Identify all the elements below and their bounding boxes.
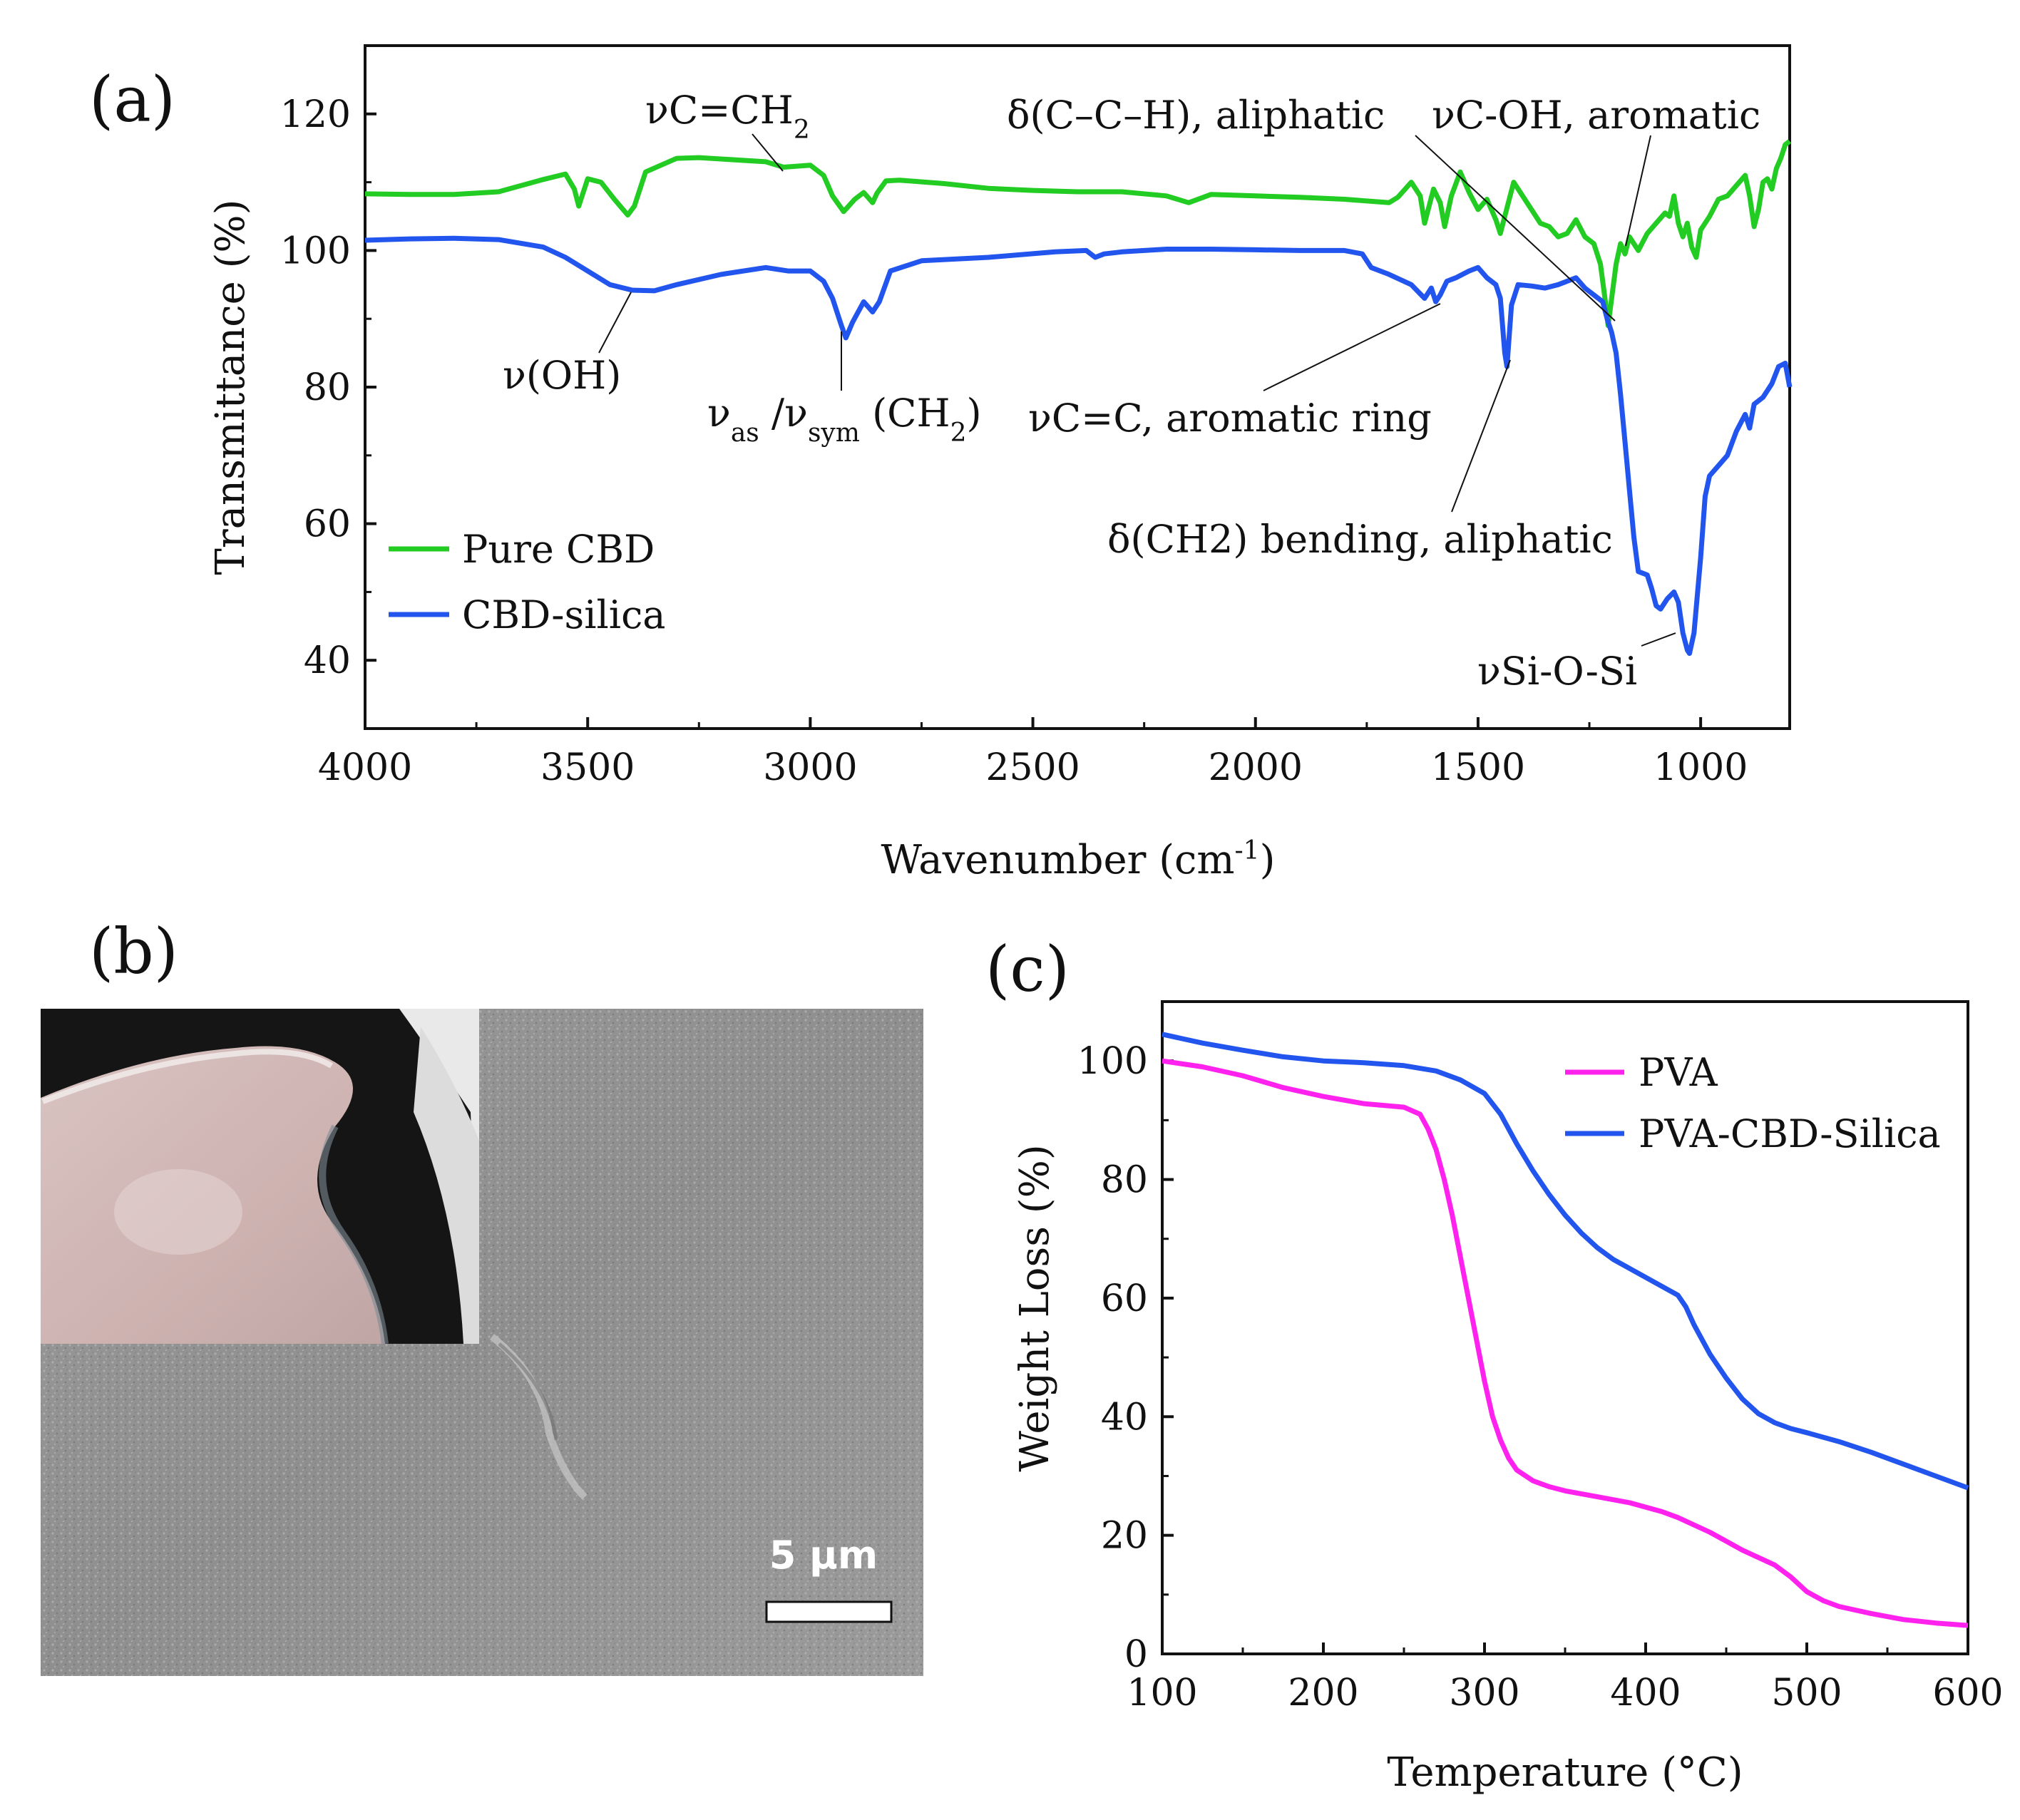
panel-a-ytick-label: 120 bbox=[280, 93, 351, 136]
panel-c-series-pva-cbd-silica bbox=[1162, 1032, 1969, 1491]
panel-a-xtick-label: 1000 bbox=[1654, 746, 1748, 789]
panel-c-ticks: 100 200 300 400 500 600 0 20 40 60 80 100 bbox=[1077, 1040, 2004, 1714]
panel-c-frame bbox=[1161, 1000, 1969, 1655]
leader-vsi-o-si bbox=[1641, 632, 1676, 647]
annotation-vas-vsym: νas /νsym (CH2) bbox=[707, 391, 982, 448]
panel-c-series-pva bbox=[1162, 1058, 1969, 1628]
annotation-dch2-bending: δ(CH2) bending, aliphatic bbox=[1107, 517, 1613, 562]
panel-c-ytick-label: 100 bbox=[1077, 1040, 1148, 1083]
leader-vcc-aromatic bbox=[1263, 303, 1441, 391]
panel-a-ylabel: Transmittance (%) bbox=[207, 200, 254, 575]
panel-c-ytick-label: 0 bbox=[1124, 1633, 1148, 1676]
panel-a-xtick-label: 4000 bbox=[318, 746, 412, 789]
leader-vc-oh bbox=[1625, 135, 1651, 247]
panel-b-label: (b) bbox=[89, 915, 178, 988]
panel-a-ytick-label: 80 bbox=[304, 366, 351, 409]
annotation-voh: ν(OH) bbox=[503, 353, 621, 398]
panel-a-xlabel: Wavenumber (cm-1) bbox=[881, 836, 1276, 884]
panel-a-label: (a) bbox=[89, 63, 175, 136]
annotation-vc-ch2: νC=CH2 bbox=[645, 88, 810, 145]
panel-b: (b) 5 μm bbox=[41, 915, 923, 1676]
panel-c-xlabel: Temperature (°C) bbox=[1387, 1749, 1743, 1796]
panel-c: (c) 100 200 300 400 500 600 0 20 40 60 80 100 Tempe… bbox=[985, 932, 2004, 1796]
panel-c-ylabel: Weight Loss (%) bbox=[1012, 1144, 1058, 1471]
leader-dcch bbox=[1415, 135, 1616, 322]
annotation-vcc-aromatic: νC=C, aromatic ring bbox=[1028, 396, 1432, 441]
panel-c-xtick-label: 300 bbox=[1449, 1672, 1519, 1714]
panel-a-xtick-label: 3500 bbox=[540, 746, 635, 789]
panel-a-xtick-label: 1500 bbox=[1431, 746, 1525, 789]
panel-a: (a) 4000 3500 3000 2500 2000 1500 1000 40 60 80 10… bbox=[89, 44, 1793, 884]
panel-a-xtick-label: 2000 bbox=[1209, 746, 1303, 789]
legend-label-cbd-silica: CBD-silica bbox=[462, 592, 666, 637]
panel-c-label: (c) bbox=[985, 932, 1070, 1006]
panel-a-series-cbd-silica bbox=[364, 235, 1793, 657]
leader-vc-ch2 bbox=[752, 133, 784, 172]
scale-bar-label: 5 μm bbox=[769, 1533, 878, 1578]
panel-a-xtick-label: 3000 bbox=[763, 746, 857, 789]
panel-a-ytick-label: 100 bbox=[280, 230, 351, 272]
panel-c-xtick-label: 400 bbox=[1610, 1672, 1681, 1714]
panel-a-xtick-label: 2500 bbox=[985, 746, 1080, 789]
panel-a-annotations: νC=CH2 δ(C–C–H), aliphatic νC-OH, aromat… bbox=[503, 88, 1760, 694]
panel-c-xtick-label: 100 bbox=[1127, 1672, 1197, 1714]
annotation-vsi-o-si: νSi-O-Si bbox=[1477, 649, 1637, 694]
panel-a-ytick-label: 60 bbox=[304, 503, 351, 546]
panel-c-xtick-label: 200 bbox=[1288, 1672, 1358, 1714]
panel-a-ticks: 4000 3500 3000 2500 2000 1500 1000 40 60 80 100 120 bbox=[280, 93, 1748, 789]
leader-dch2-bending bbox=[1451, 359, 1511, 513]
panel-c-xtick-label: 500 bbox=[1771, 1672, 1842, 1714]
panel-c-ytick-label: 20 bbox=[1101, 1515, 1148, 1558]
legend-label-pure-cbd: Pure CBD bbox=[462, 527, 655, 572]
panel-c-ytick-label: 80 bbox=[1101, 1159, 1148, 1202]
panel-c-ytick-label: 60 bbox=[1101, 1277, 1148, 1320]
leader-voh bbox=[598, 292, 632, 354]
panel-a-ytick-label: 40 bbox=[304, 639, 351, 682]
inset-photo bbox=[41, 1009, 479, 1345]
annotation-vc-oh: νC-OH, aromatic bbox=[1432, 93, 1760, 138]
panel-c-series bbox=[1162, 1032, 1969, 1628]
panel-c-xtick-label: 600 bbox=[1932, 1672, 2003, 1714]
panel-a-series-pure-cbd bbox=[364, 139, 1792, 329]
panel-c-ytick-label: 40 bbox=[1101, 1396, 1148, 1439]
legend-label-pva: PVA bbox=[1639, 1050, 1718, 1095]
scale-bar bbox=[765, 1600, 893, 1623]
legend-label-pva-cbd-silica: PVA-CBD-Silica bbox=[1639, 1111, 1941, 1156]
annotation-dcch: δ(C–C–H), aliphatic bbox=[1007, 93, 1385, 138]
